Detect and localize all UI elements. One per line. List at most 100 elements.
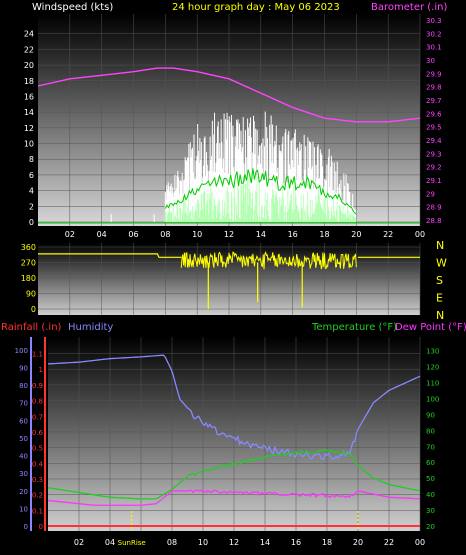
sun-marker-label: SunRise	[118, 539, 146, 547]
wind-tick-label: 4	[29, 187, 34, 196]
humidity-tick-label: 70	[19, 400, 28, 408]
humidity-line	[47, 354, 421, 461]
humidity-axis-title: Humidity	[68, 322, 113, 333]
wind-tick-label: 16	[24, 92, 34, 101]
wind-time-tick-label: 16	[288, 230, 298, 239]
wind-tick-label: 10	[24, 140, 34, 149]
rain-tick-label: 0.7	[32, 413, 43, 421]
barometer-tick-label: 30.2	[426, 30, 442, 38]
compass-label: N	[436, 239, 444, 252]
barometer-tick-label: 29	[426, 190, 435, 198]
temperature-axis-title: Temperature (°F)	[311, 322, 397, 333]
temp-time-tick-label: 14	[260, 538, 270, 547]
wind-axis-title: Windspeed (kts)	[32, 2, 113, 13]
temp-time-tick-label: 08	[167, 538, 177, 547]
barometer-tick-label: 29.9	[426, 70, 442, 78]
rain-tick-label: 0.4	[32, 460, 44, 468]
rain-tick-label: 0.5	[32, 445, 43, 453]
temperature-tick-label: 80	[426, 427, 435, 435]
wind-tick-label: 22	[24, 45, 34, 54]
wind-time-tick-label: 08	[160, 230, 170, 239]
temperature-panel-layer: 0 0.1 0.2 0.3 0.4 0.5 0.6 0.7 0.8 0.9 1 1.1 0 10 20 30 4…	[15, 337, 439, 547]
barometer-tick-label: 29.3	[426, 150, 442, 158]
wind-tick-label: 2	[29, 202, 34, 211]
wind-tick-label: 0	[29, 218, 34, 227]
rain-tick-label: 0.9	[32, 382, 43, 390]
wind-tick-label: 12	[24, 124, 34, 133]
humidity-tick-label: 60	[19, 417, 28, 425]
barometer-tick-label: 29.6	[426, 110, 442, 118]
barometer-axis-title: Barometer (.in)	[371, 2, 447, 13]
temp-time-tick-label: 18	[322, 538, 332, 547]
temp-time-tick-label: 12	[229, 538, 239, 547]
wind-time-tick-label: 02	[65, 230, 75, 239]
barometer-tick-label: 28.8	[426, 217, 442, 225]
rainfall-axis-title: Rainfall (.in)	[1, 322, 62, 333]
wind-time-tick-label: 14	[256, 230, 266, 239]
wind-panel-layer: 02468101214161820222428.828.92929.129.22…	[24, 14, 442, 239]
barometer-tick-label: 30.1	[426, 44, 442, 52]
compass-label: N	[436, 309, 444, 322]
dewpoint-axis-title: Dew Point (°F)	[395, 322, 466, 333]
direction-line-morning	[38, 253, 182, 258]
direction-line-variable	[180, 251, 357, 270]
temp-time-tick-label: 04	[105, 538, 115, 547]
humidity-tick-label: 100	[15, 347, 28, 355]
temperature-tick-label: 30	[426, 507, 435, 515]
rain-tick-label: 0.1	[32, 507, 43, 515]
temperature-tick-label: 90	[426, 411, 435, 419]
graph-title: 24 hour graph day : May 06 2023	[172, 2, 340, 13]
wind-time-tick-label: 06	[128, 230, 138, 239]
wind-tick-label: 14	[24, 108, 34, 117]
temperature-tick-label: 50	[426, 475, 435, 483]
humidity-tick-label: 30	[19, 470, 28, 478]
wind-time-tick-label: 20	[351, 230, 361, 239]
temp-time-tick-label: 10	[198, 538, 208, 547]
wind-time-tick-label: 00	[415, 230, 425, 239]
temperature-tick-label: 70	[426, 443, 435, 451]
temp-time-tick-label: 16	[291, 538, 301, 547]
compass-label: E	[436, 292, 443, 305]
temperature-tick-label: 120	[426, 364, 439, 372]
humidity-tick-label: 90	[19, 364, 28, 372]
temp-time-tick-label: 22	[384, 538, 394, 547]
temp-time-tick-label: 02	[74, 538, 84, 547]
direction-tick-label: 180	[21, 274, 36, 283]
rain-tick-label: 1	[39, 366, 43, 374]
temperature-tick-label: 60	[426, 459, 435, 467]
avg-wind-line	[164, 168, 357, 215]
temp-time-tick-label: 00	[415, 538, 425, 547]
wind-tick-label: 20	[24, 61, 34, 70]
barometer-line	[37, 67, 421, 123]
rain-tick-label: 0.6	[32, 429, 44, 437]
wind-time-tick-label: 22	[383, 230, 393, 239]
temperature-tick-label: 40	[426, 491, 435, 499]
humidity-tick-label: 0	[24, 523, 28, 531]
temperature-tick-label: 130	[426, 348, 439, 356]
barometer-tick-label: 30.3	[426, 17, 442, 25]
rain-tick-label: 0.8	[32, 398, 43, 406]
direction-tick-label: 90	[26, 290, 36, 299]
humidity-tick-label: 50	[19, 435, 28, 443]
wind-tick-label: 6	[29, 171, 34, 180]
direction-tick-label: 0	[31, 305, 36, 314]
barometer-tick-label: 29.2	[426, 164, 442, 172]
wind-tick-label: 18	[24, 77, 34, 86]
barometer-tick-label: 30	[426, 57, 435, 65]
rain-tick-label: 1.1	[32, 351, 43, 359]
wind-tick-label: 8	[29, 155, 34, 164]
barometer-tick-label: 29.1	[426, 177, 442, 185]
wind-time-tick-label: 12	[224, 230, 234, 239]
barometer-tick-label: 29.5	[426, 124, 442, 132]
barometer-tick-label: 29.8	[426, 84, 442, 92]
temperature-tick-label: 20	[426, 523, 435, 531]
compass-label: W	[436, 257, 447, 270]
direction-tick-label: 270	[21, 259, 36, 268]
wind-tick-label: 24	[24, 30, 34, 39]
wind-time-tick-label: 18	[319, 230, 329, 239]
humidity-tick-label: 20	[19, 488, 28, 496]
compass-label: S	[436, 274, 443, 287]
humidity-tick-label: 80	[19, 382, 28, 390]
